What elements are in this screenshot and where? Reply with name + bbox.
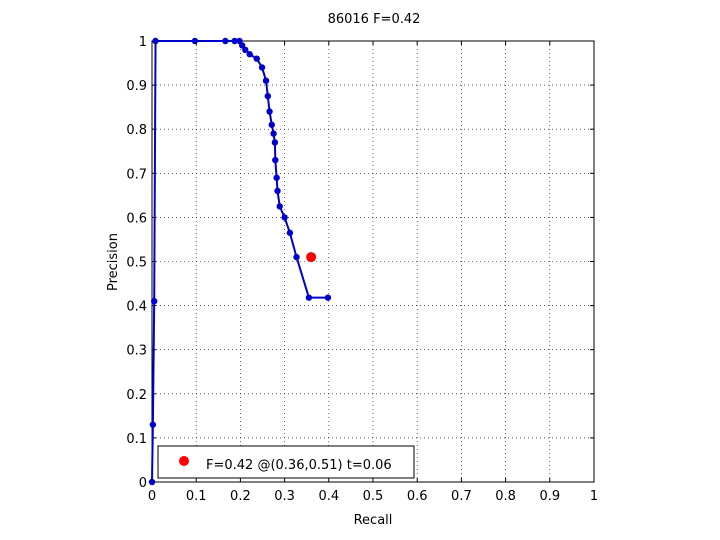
pr-curve-point <box>274 187 281 195</box>
x-tick-label: 0.6 <box>407 489 428 504</box>
x-tick-label: 1 <box>590 489 598 504</box>
pr-curve-point <box>264 92 272 100</box>
pr-curve-line <box>151 40 328 483</box>
pr-curve-point <box>281 214 288 221</box>
x-tick-label: 0 <box>148 489 156 504</box>
pr-curve-point <box>242 46 249 54</box>
y-tick-label: 0.3 <box>126 344 147 359</box>
pr-curve-point <box>286 229 294 237</box>
pr-curve-point <box>152 37 159 45</box>
pr-curve-point <box>253 55 260 62</box>
y-tick-label: 0.4 <box>126 300 147 315</box>
x-tick-label: 0.8 <box>495 489 516 504</box>
pr-curve-point <box>149 421 157 428</box>
pr-curve-point <box>305 294 313 301</box>
x-axis-ticks: 0 0.1 0.2 0.3 0.4 0.5 0.6 0.7 0.8 0.9 1 <box>148 41 598 504</box>
y-tick-label: 0.9 <box>126 79 147 94</box>
legend-label: F=0.42 @(0.36,0.51) t=0.06 <box>206 458 392 473</box>
pr-curve-point <box>266 108 273 115</box>
y-tick-label: 0.8 <box>126 123 147 138</box>
pr-curve-point <box>271 139 279 146</box>
pr-curve-point <box>258 64 266 71</box>
best-f-point <box>306 252 317 263</box>
y-tick-label: 1 <box>139 35 147 50</box>
x-tick-label: 0.7 <box>451 489 472 504</box>
grid-lines <box>152 41 594 482</box>
x-axis-label: Recall <box>354 513 393 528</box>
highlight-layer <box>306 252 317 263</box>
x-tick-label: 0.4 <box>318 489 339 504</box>
pr-curve-point <box>262 77 270 84</box>
pr-curve-point <box>222 37 229 45</box>
pr-curve-point <box>276 203 283 210</box>
y-axis-ticks: 0 0.1 0.2 0.3 0.4 0.5 0.6 0.7 0.8 0.9 1 <box>126 35 594 491</box>
legend-box <box>157 445 415 479</box>
y-tick-label: 0 <box>139 476 147 491</box>
x-tick-label: 0.5 <box>363 489 384 504</box>
x-tick-label: 0.3 <box>274 489 295 504</box>
y-axis-label: Precision <box>106 233 121 291</box>
x-tick-label: 0.2 <box>230 489 251 504</box>
y-tick-label: 0.2 <box>126 388 147 403</box>
x-tick-label: 0.1 <box>186 489 207 504</box>
x-tick-label: 0.9 <box>539 489 560 504</box>
pr-curve-point <box>268 121 275 128</box>
y-tick-label: 0.1 <box>126 432 147 447</box>
pr-curve-point <box>324 294 332 301</box>
pr-curve-point <box>273 174 280 181</box>
legend: F=0.42 @(0.36,0.51) t=0.06 <box>157 445 415 479</box>
legend-marker <box>179 456 189 466</box>
pr-curve-point <box>293 253 300 261</box>
y-tick-label: 0.5 <box>126 256 147 271</box>
pr-curve-point <box>151 297 158 305</box>
pr-curve-point <box>148 478 156 486</box>
chart-title: 86016 F=0.42 <box>328 12 421 27</box>
pr-curve-point <box>272 156 279 164</box>
pr-curve-point <box>191 37 199 45</box>
pr-curve-point <box>231 37 238 45</box>
pr-curve-point <box>246 51 253 58</box>
series-layer <box>148 37 332 486</box>
y-tick-label: 0.6 <box>126 211 147 226</box>
pr-curve-point <box>270 130 277 137</box>
y-tick-label: 0.7 <box>126 167 147 182</box>
